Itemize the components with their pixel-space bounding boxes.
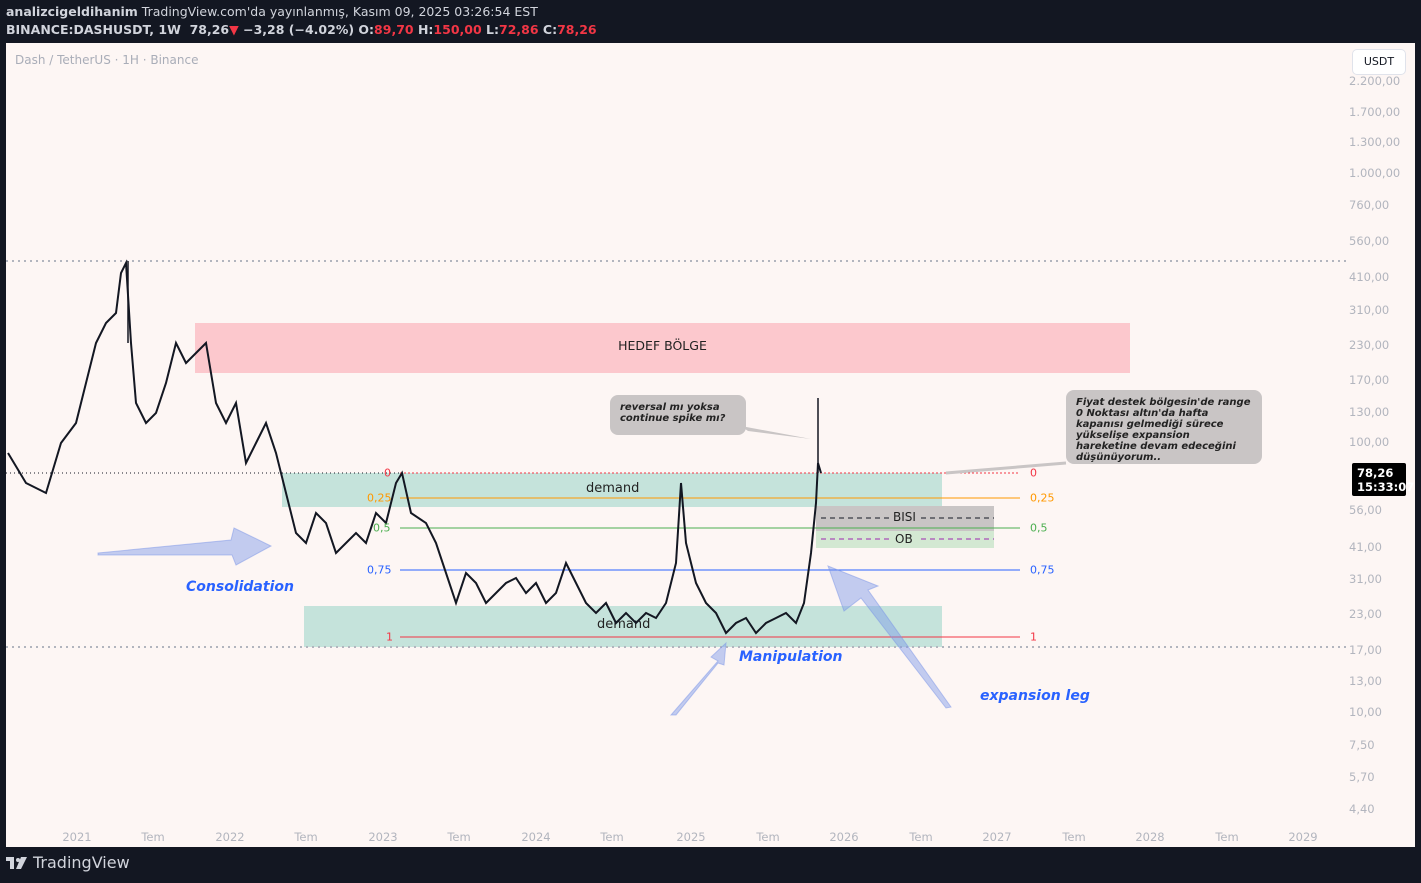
x-tick: 2021 [62, 830, 92, 844]
y-tick: 130,00 [1349, 405, 1390, 419]
demand-zone-bottom[interactable] [304, 606, 942, 647]
fib-right-025: 0,25 [1030, 491, 1055, 505]
x-tick: Tem [447, 830, 471, 844]
y-tick: 17,00 [1349, 643, 1382, 657]
y-tick: 100,00 [1349, 435, 1390, 449]
y-tick: 5,70 [1349, 770, 1375, 784]
tradingview-logo-icon [6, 856, 27, 869]
y-tick: 41,00 [1349, 540, 1382, 554]
x-tick: Tem [600, 830, 624, 844]
fib-right-1: 1 [1030, 630, 1037, 644]
x-tick: 2026 [829, 830, 859, 844]
y-tick: 1.700,00 [1349, 105, 1401, 119]
y-tick: 4,40 [1349, 802, 1375, 816]
last-price-value: 78,26 [1357, 466, 1394, 480]
y-tick: 760,00 [1349, 198, 1390, 212]
footer-brand[interactable]: TradingView [6, 853, 130, 872]
y-tick: 410,00 [1349, 270, 1390, 284]
fib-left-1: 1 [386, 630, 393, 644]
chart-panel[interactable]: Dash / TetherUS · 1H · Binance HEDEF BÖL… [6, 43, 1415, 847]
y-tick: 10,00 [1349, 705, 1382, 719]
fib-right-0: 0 [1030, 466, 1037, 480]
x-tick: Tem [1215, 830, 1239, 844]
fib-right-05: 0,5 [1030, 521, 1048, 535]
x-tick: 2025 [676, 830, 706, 844]
fib-left-025: 0,25 [367, 491, 392, 505]
low-value: 72,86 [499, 22, 539, 37]
fib-right-075: 0,75 [1030, 563, 1055, 577]
x-tick: 2023 [368, 830, 398, 844]
y-tick: 1.300,00 [1349, 135, 1401, 149]
fib-left-05: 0,5 [373, 521, 391, 535]
bisi-label: BISI [893, 510, 916, 524]
last-price-tag: 78,26 15:33:07 [1352, 463, 1415, 496]
x-tick: 2027 [982, 830, 1012, 844]
publish-info: analizcigeldihanim TradingView.com'da ya… [6, 4, 538, 19]
y-tick: 56,00 [1349, 503, 1382, 517]
published-date: TradingView.com'da yayınlanmış, Kasım 09… [141, 4, 538, 19]
ob-label: OB [895, 532, 913, 546]
chart-legend: Dash / TetherUS · 1H · Binance [15, 53, 199, 67]
demand-top-label: demand [586, 481, 640, 496]
x-tick: Tem [141, 830, 165, 844]
bar-countdown: 15:33:07 [1357, 480, 1415, 494]
fib-left-0: 0 [384, 466, 391, 480]
bisi-zone[interactable] [816, 506, 994, 531]
low-label: L: [486, 22, 499, 37]
y-tick: 310,00 [1349, 303, 1390, 317]
fib-left-075: 0,75 [367, 563, 392, 577]
x-tick: Tem [909, 830, 933, 844]
close-label: C: [542, 22, 558, 37]
y-tick: 23,00 [1349, 607, 1382, 621]
x-tick: 2029 [1288, 830, 1318, 844]
price-change: −3,28 (−4.02%) [243, 22, 355, 37]
y-tick: 31,00 [1349, 572, 1382, 586]
y-tick: 2.200,00 [1349, 74, 1401, 88]
x-tick: Tem [294, 830, 318, 844]
consolidation-label: Consolidation [186, 579, 294, 595]
target-zone[interactable] [195, 323, 1130, 373]
open-value: 89,70 [374, 22, 414, 37]
x-tick: 2028 [1135, 830, 1165, 844]
high-value: 150,00 [433, 22, 482, 37]
chart-drawing [6, 259, 1346, 716]
currency-button[interactable]: USDT [1352, 49, 1406, 75]
y-tick: 230,00 [1349, 338, 1390, 352]
expansion-label: expansion leg [980, 688, 1090, 704]
callout-reversal[interactable]: reversal mı yoksa continue spike mı? [610, 395, 746, 435]
symbol-info: BINANCE:DASHUSDT, 1W 78,26▼ −3,28 (−4.02… [6, 22, 597, 37]
x-tick: Tem [756, 830, 780, 844]
y-tick: 170,00 [1349, 373, 1390, 387]
high-label: H: [417, 22, 434, 37]
author[interactable]: analizcigeldihanim [6, 4, 138, 19]
down-arrow-icon: ▼ [229, 22, 239, 37]
x-tick: 2022 [215, 830, 245, 844]
callout-note[interactable]: Fiyat destek bölgesin'de range 0 Noktası… [1066, 390, 1262, 464]
x-tick: Tem [1062, 830, 1086, 844]
y-tick: 13,00 [1349, 674, 1382, 688]
manipulation-label: Manipulation [739, 649, 843, 665]
brand-name: TradingView [33, 853, 130, 872]
y-tick: 560,00 [1349, 234, 1390, 248]
last-price: 78,26 [189, 22, 230, 37]
symbol: BINANCE:DASHUSDT, 1W [6, 22, 181, 37]
y-tick: 7,50 [1349, 738, 1375, 752]
x-tick: 2024 [521, 830, 551, 844]
ob-zone[interactable] [816, 531, 994, 548]
open-label: O: [358, 22, 375, 37]
y-tick: 1.000,00 [1349, 166, 1401, 180]
close-value: 78,26 [557, 22, 597, 37]
target-zone-label: HEDEF BÖLGE [618, 338, 707, 353]
